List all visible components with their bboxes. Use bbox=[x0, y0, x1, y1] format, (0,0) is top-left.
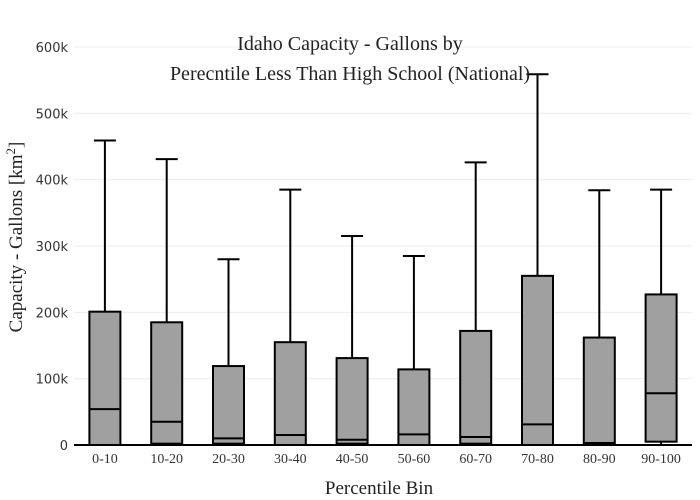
box-body bbox=[212, 365, 245, 445]
chart-title-line-2: Perecntile Less Than High School (Nation… bbox=[170, 63, 530, 85]
y-axis-label-sup: 2 bbox=[3, 148, 18, 155]
y-tick-label: 0 bbox=[60, 439, 68, 454]
y-tick-label: 300k bbox=[36, 240, 69, 255]
x-tick-label: 20-30 bbox=[212, 452, 245, 467]
x-axis-ticks: 0-10 10-20 20-30 30-40 40-50 50-60 60-70 70-80 8… bbox=[92, 452, 681, 467]
x-tick-label: 40-50 bbox=[336, 452, 369, 467]
box-90-100 bbox=[644, 188, 678, 446]
box-body bbox=[521, 274, 554, 446]
x-tick-label: 30-40 bbox=[274, 452, 307, 467]
y-axis-label: Capacity - Gallons [km2] bbox=[3, 142, 27, 333]
x-tick-label: 10-20 bbox=[150, 452, 183, 467]
box-60-70 bbox=[459, 161, 493, 446]
x-axis-label: Percentile Bin bbox=[325, 478, 434, 499]
box-body bbox=[644, 293, 678, 443]
box-30-40 bbox=[273, 188, 307, 446]
y-axis-ticks: 0 100k 200k 300k 400k 500k 600k bbox=[36, 41, 69, 454]
y-tick-label: 200k bbox=[36, 306, 69, 321]
y-tick-label: 500k bbox=[36, 107, 69, 122]
y-tick-label: 600k bbox=[36, 41, 69, 56]
x-tick-label: 50-60 bbox=[398, 452, 431, 467]
box-20-30 bbox=[212, 258, 245, 446]
box-body bbox=[150, 321, 184, 445]
x-tick-label: 70-80 bbox=[521, 452, 554, 467]
y-tick-label: 100k bbox=[36, 373, 69, 388]
box-body bbox=[335, 357, 369, 445]
box-series bbox=[88, 73, 678, 447]
box-40-50 bbox=[335, 235, 369, 446]
box-body bbox=[88, 310, 122, 447]
box-10-20 bbox=[150, 158, 184, 446]
box-body bbox=[273, 341, 307, 446]
y-axis-label-main: Capacity - Gallons [km bbox=[6, 154, 27, 332]
box-body bbox=[397, 368, 431, 447]
box-body bbox=[459, 329, 493, 445]
box-70-80 bbox=[521, 73, 554, 446]
chart-title-line-1: Idaho Capacity - Gallons by bbox=[237, 33, 463, 55]
box-0-10 bbox=[88, 139, 122, 447]
x-tick-label: 90-100 bbox=[641, 452, 681, 467]
box-body bbox=[582, 336, 616, 445]
y-axis-label-end: ] bbox=[6, 142, 27, 148]
box-50-60 bbox=[397, 254, 431, 447]
box-80-90 bbox=[582, 189, 616, 446]
x-tick-label: 80-90 bbox=[583, 452, 616, 467]
x-tick-label: 60-70 bbox=[459, 452, 492, 467]
x-tick-label: 0-10 bbox=[92, 452, 118, 467]
y-tick-label: 400k bbox=[36, 174, 69, 189]
